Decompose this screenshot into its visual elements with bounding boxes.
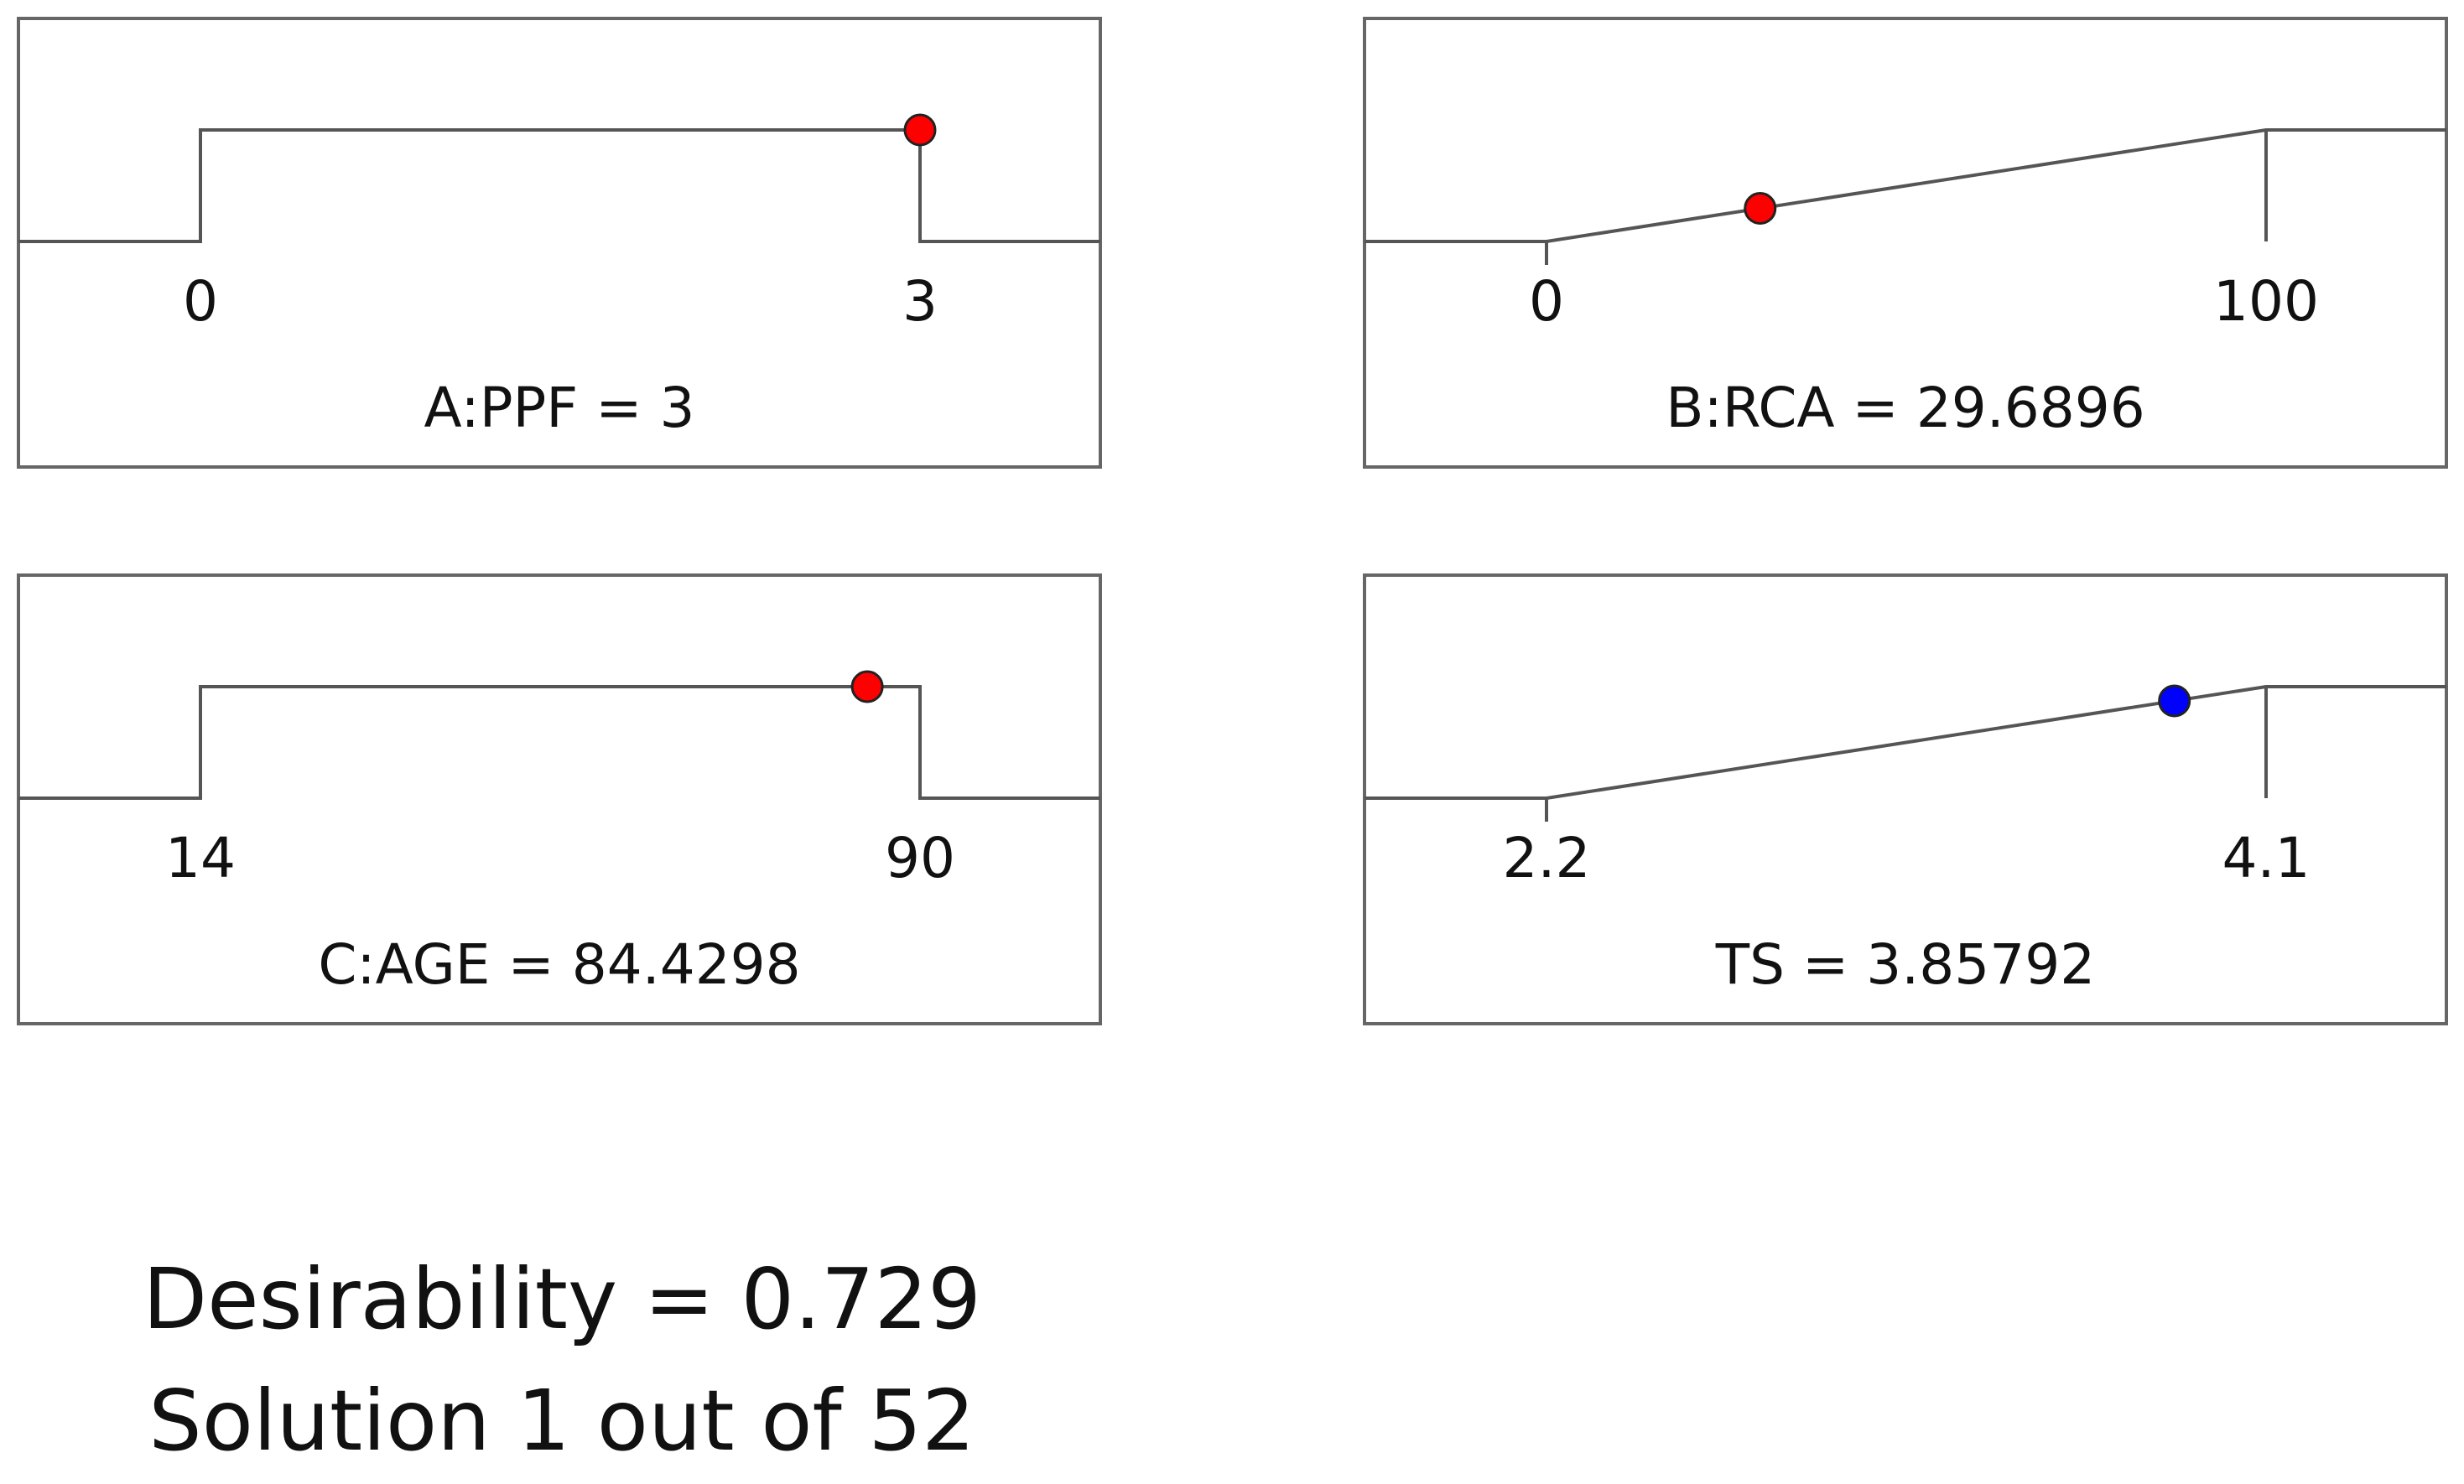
panel-1-factor-label: A:PPF = 3 — [424, 376, 694, 440]
panel-1-min-label: 0 — [183, 269, 218, 334]
panel-4-max-label: 4.1 — [2222, 826, 2311, 890]
panel-2-factor-label: B:RCA = 29.6896 — [1666, 376, 2145, 440]
panel-3-max-label: 90 — [885, 826, 955, 890]
panel-3-desirability-curve — [18, 685, 1100, 800]
panel-3-min-label: 14 — [165, 826, 236, 890]
panel-2-max-label: 100 — [2213, 269, 2319, 334]
solution-summary: Solution 1 out of 52 — [148, 1372, 975, 1470]
panel-1-max-label: 3 — [902, 269, 938, 334]
desirability-summary: Desirability = 0.729 — [143, 1250, 981, 1348]
panel-4-min-label: 2.2 — [1503, 826, 1591, 890]
panel-3-factor-label: C:AGE = 84.4298 — [318, 932, 800, 997]
panel-1-desirability-curve — [18, 128, 1100, 243]
ramps-group: 0 3 A:PPF = 3 0 100 B:RCA = 29.6896 14 90 C:AGE … — [17, 17, 2448, 1025]
panel-4-value-marker — [2158, 684, 2191, 718]
panel-1-value-marker — [903, 113, 937, 147]
panel-4-factor-label: TS = 3.85792 — [1715, 932, 2095, 997]
panel-3-value-marker — [850, 670, 884, 703]
panel-2-value-marker — [1744, 192, 1777, 226]
panel-2-min-label: 0 — [1529, 269, 1564, 334]
